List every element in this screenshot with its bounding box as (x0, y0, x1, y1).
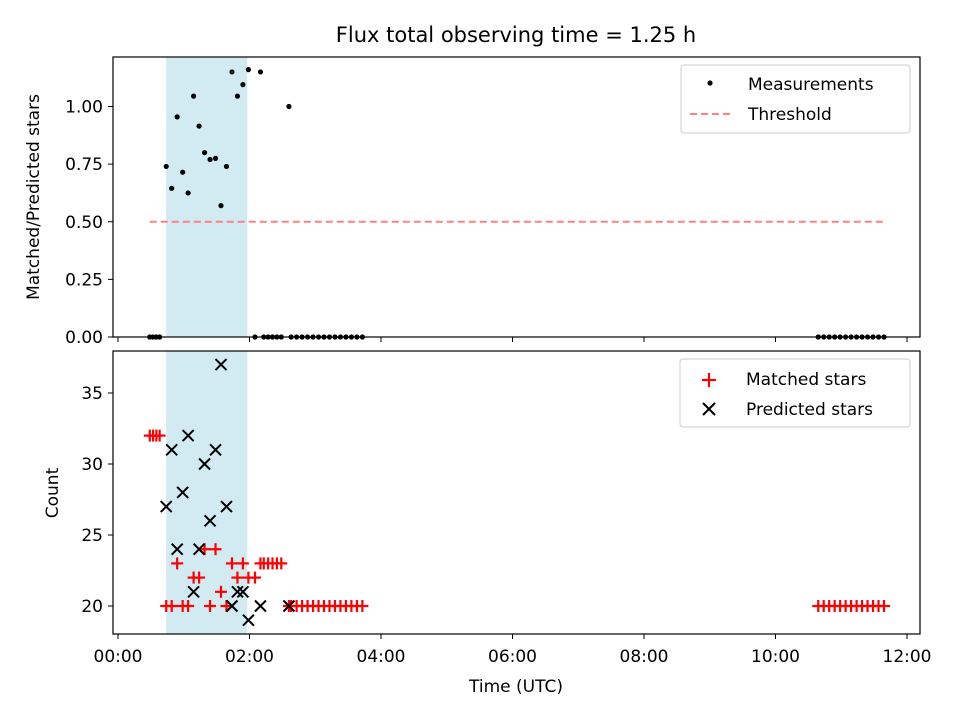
matched-star-point (877, 600, 890, 612)
matched-star-point (204, 600, 217, 612)
observing-window-shade (166, 57, 248, 337)
measurement-point (185, 190, 191, 196)
bottom-panel: 20 25 30 35 00:00 02:00 04:00 06:00 08:00 10:00 1… (43, 350, 932, 697)
predicted-star-point (181, 429, 195, 442)
top-y-tick-label: 0.50 (65, 213, 103, 233)
matched-star-point (231, 571, 244, 584)
measurement-point (180, 169, 186, 175)
top-chart-title: Flux total observing time = 1.25 h (336, 23, 696, 47)
legend-matched-marker (702, 373, 716, 387)
matched-star-point (248, 571, 261, 584)
observing-window-shade (166, 351, 248, 634)
predicted-star-point (165, 443, 178, 457)
matched-star-point (193, 571, 206, 584)
predicted-star-point (220, 500, 233, 513)
measurement-point (169, 185, 175, 191)
matched-star-point (215, 585, 228, 598)
top-y-axis-label: Matched/Predicted stars (24, 94, 44, 300)
measurement-point (229, 69, 235, 75)
bottom-x-tick-label: 12:00 (883, 647, 932, 667)
measurement-point (191, 93, 197, 99)
measurement-point (218, 203, 224, 209)
measurement-point (174, 114, 180, 120)
top-legend: Measurements Threshold (680, 64, 911, 134)
top-y-tick-label: 0.00 (65, 328, 103, 348)
predicted-star-point (254, 599, 267, 613)
predicted-star-point (214, 358, 228, 371)
bottom-x-tick-label: 08:00 (620, 647, 669, 667)
bottom-y-tick-label: 20 (81, 597, 103, 617)
matched-star-point (182, 600, 195, 612)
matched-star-point (165, 600, 178, 612)
matched-star-point (171, 557, 184, 570)
bottom-legend-box (679, 358, 911, 428)
top-legend-box (680, 64, 911, 134)
predicted-star-point (209, 443, 222, 457)
measurement-point (257, 69, 264, 75)
measurement-point (201, 150, 208, 156)
matched-star-point (275, 557, 288, 570)
legend-measurements-label: Measurements (748, 75, 874, 95)
measurement-point (240, 82, 246, 88)
measurement-point (286, 103, 292, 110)
measurement-point (212, 155, 219, 161)
matched-star-point (236, 557, 249, 570)
top-axes-frame (112, 56, 921, 338)
predicted-star-point (187, 585, 200, 599)
measurement-point (234, 93, 241, 99)
predicted-star-point (203, 514, 217, 528)
predicted-star-point (192, 542, 206, 556)
predicted-star-point (160, 500, 173, 513)
legend-measurements-marker (707, 80, 713, 86)
predicted-star-point (242, 613, 255, 627)
measurement-point (207, 156, 213, 163)
predicted-star-point (282, 599, 296, 613)
predicted-star-point (231, 585, 244, 599)
top-panel: 0.00 0.25 0.50 0.75 1.00 Flux total observin… (24, 23, 921, 348)
matched-star-point (153, 429, 166, 442)
legend-matched-label: Matched stars (746, 370, 866, 390)
bottom-y-tick-label: 25 (81, 526, 103, 546)
measurement-point (163, 163, 169, 170)
measurement-point (245, 67, 252, 73)
matched-star-point (220, 600, 233, 612)
predicted-star-point (225, 599, 239, 613)
bottom-x-tick-label: 04:00 (357, 647, 406, 667)
top-y-tick-label: 0.25 (65, 270, 103, 290)
predicted-star-point (176, 486, 189, 499)
bottom-y-tick-label: 30 (81, 455, 103, 475)
top-y-tick-label: 1.00 (65, 98, 103, 118)
predicted-star-point (198, 457, 211, 471)
measurement-point (196, 123, 202, 129)
top-y-tick-label: 0.75 (65, 155, 103, 175)
bottom-y-axis-label: Count (43, 467, 63, 518)
matched-star-point (356, 600, 369, 612)
legend-threshold-label: Threshold (747, 105, 832, 125)
predicted-star-point (236, 585, 250, 599)
bottom-y-tick-label: 35 (81, 384, 103, 404)
bottom-x-tick-label: 02:00 (225, 647, 274, 667)
bottom-axes-frame (112, 350, 921, 635)
bottom-legend: Matched stars Predicted stars (679, 358, 911, 428)
legend-predicted-marker (702, 402, 716, 416)
measurement-point (223, 163, 230, 170)
legend-predicted-label: Predicted stars (746, 400, 873, 420)
matched-star-point (209, 543, 222, 556)
bottom-x-tick-label: 06:00 (488, 647, 537, 667)
predicted-star-point (170, 542, 184, 556)
matched-star-point (198, 543, 211, 556)
matched-star-point (225, 557, 238, 570)
bottom-x-axis-label: Time (UTC) (468, 677, 563, 697)
bottom-x-tick-label: 00:00 (94, 647, 143, 667)
bottom-x-tick-label: 10:00 (751, 647, 800, 667)
